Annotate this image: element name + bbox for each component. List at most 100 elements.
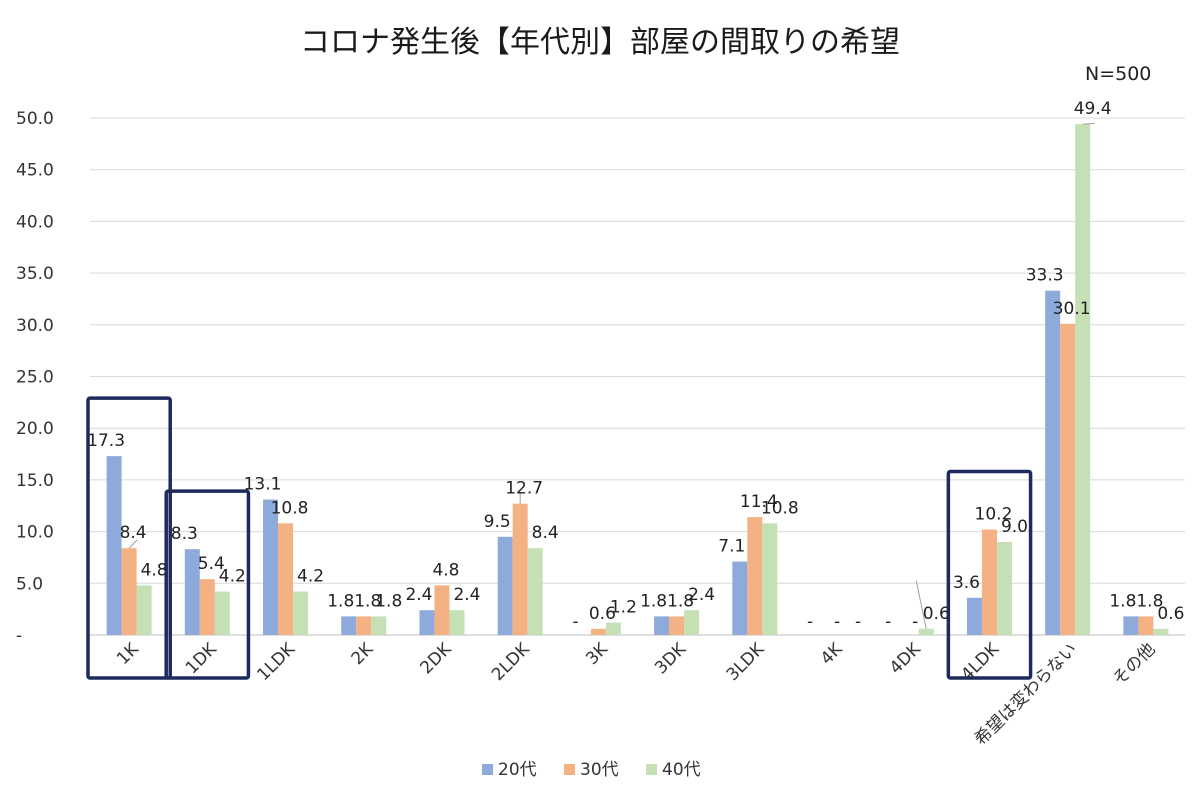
data-label-20代-3K: - xyxy=(572,612,578,632)
x-tick-label: 1DK xyxy=(182,639,222,679)
bar-40代-4DK xyxy=(918,628,934,635)
data-label-20代-3DK: 1.8 xyxy=(640,591,667,611)
data-label-30代-2DK: 4.8 xyxy=(432,560,459,580)
data-label-40代-その他: 0.6 xyxy=(1157,604,1184,624)
bar-30代-その他 xyxy=(1138,616,1154,635)
y-tick-label: 40.0 xyxy=(16,212,54,232)
bar-30代-1DK xyxy=(199,579,215,635)
data-label-40代-1K: 4.8 xyxy=(141,560,168,580)
bar-30代-3K xyxy=(590,628,606,635)
data-label-30代-3K: 0.6 xyxy=(589,604,616,624)
bar-20代-希望は変わらない xyxy=(1045,290,1061,635)
highlight-box-4LDK xyxy=(946,469,1033,680)
y-tick-label: - xyxy=(16,626,22,646)
bar-40代-その他 xyxy=(1153,628,1169,635)
bar-40代-3DK xyxy=(684,610,700,635)
sample-size-note: N=500 xyxy=(1085,63,1151,85)
data-label-30代-3LDK: 11.4 xyxy=(740,492,778,512)
data-label-40代-4DK: 0.6 xyxy=(923,604,950,624)
bar-40代-2LDK xyxy=(527,548,543,635)
legend-label-30代: 30代 xyxy=(580,760,619,780)
x-tick-label: 2LDK xyxy=(488,639,534,685)
data-label-20代-2K: 1.8 xyxy=(327,591,354,611)
data-label-30代-1K: 8.4 xyxy=(120,523,147,543)
bar-30代-3DK xyxy=(669,616,685,635)
data-label-30代-4DK: - xyxy=(912,612,918,632)
y-tick-label: 15.0 xyxy=(16,471,54,491)
data-label-20代-2DK: 2.4 xyxy=(405,585,432,605)
y-tick-label: 20.0 xyxy=(16,419,54,439)
x-tick-label: その他 xyxy=(1109,639,1159,689)
data-label-30代-3DK: 1.8 xyxy=(667,591,694,611)
bar-30代-2DK xyxy=(434,585,450,635)
data-label-40代-希望は変わらない: 49.4 xyxy=(1074,99,1112,119)
bar-40代-4LDK xyxy=(996,541,1012,635)
data-label-20代-4DK: - xyxy=(885,612,891,632)
data-label-40代-4K: - xyxy=(855,612,861,632)
x-tick-label: 4K xyxy=(817,639,847,669)
data-label-40代-1DK: 4.2 xyxy=(219,567,246,587)
highlight-box-1DK xyxy=(164,489,251,680)
legend: 20代 30代 40代 xyxy=(482,760,701,780)
data-label-40代-2DK: 2.4 xyxy=(453,585,480,605)
data-label-20代-1DK: 8.3 xyxy=(171,524,198,544)
bar-30代-4LDK xyxy=(981,529,997,635)
y-tick-label: 30.0 xyxy=(16,316,54,336)
bar-20代-2K xyxy=(341,616,357,635)
data-label-20代-2LDK: 9.5 xyxy=(484,512,511,532)
bar-20代-1K xyxy=(106,456,122,635)
data-label-30代-1LDK: 10.8 xyxy=(271,498,309,518)
legend-label-20代: 20代 xyxy=(498,760,537,780)
bar-40代-1K xyxy=(136,585,152,635)
y-tick-label: 35.0 xyxy=(16,264,54,284)
data-label-20代-3LDK: 7.1 xyxy=(718,537,745,557)
bar-20代-3LDK xyxy=(732,561,748,635)
x-tick-label: 2K xyxy=(348,639,378,669)
bar-30代-2K xyxy=(356,616,372,635)
y-axis-ticks: - 5.0 10.0 15.0 20.0 25.0 30.0 35.0 40.0 45.0 50.0 xyxy=(16,109,54,646)
data-label-40代-3LDK: 10.8 xyxy=(761,498,799,518)
bar-20代-その他 xyxy=(1123,616,1139,635)
data-label-30代-4LDK: 10.2 xyxy=(975,505,1013,525)
legend-swatch-20代 xyxy=(482,764,493,775)
data-label-40代-4LDK: 9.0 xyxy=(1001,517,1028,537)
data-label-30代-2K: 1.8 xyxy=(354,591,381,611)
data-label-20代-希望は変わらない: 33.3 xyxy=(1026,266,1064,286)
legend-label-40代: 40代 xyxy=(662,760,701,780)
data-label-30代-4K: - xyxy=(834,612,840,632)
leader-line xyxy=(128,539,138,549)
x-tick-label: 1K xyxy=(113,639,143,669)
bar-30代-1K xyxy=(121,548,137,635)
bar-30代-希望は変わらない xyxy=(1060,323,1076,635)
chart-title: コロナ発生後【年代別】部屋の間取りの希望 xyxy=(300,25,900,60)
x-tick-label: 3DK xyxy=(651,639,691,679)
leader-line xyxy=(1082,122,1095,125)
data-label-30代-その他: 1.8 xyxy=(1136,591,1163,611)
bar-40代-3LDK xyxy=(762,523,778,635)
data-label-40代-2LDK: 8.4 xyxy=(532,523,559,543)
bar-30代-3LDK xyxy=(747,517,763,635)
y-tick-label: 10.0 xyxy=(16,523,54,543)
bars xyxy=(106,124,1169,635)
y-tick-label: 25.0 xyxy=(16,368,54,388)
data-label-20代-1K: 17.3 xyxy=(87,431,125,451)
data-label-30代-1DK: 5.4 xyxy=(198,554,225,574)
grid xyxy=(90,117,1185,636)
data-label-20代-その他: 1.8 xyxy=(1109,591,1136,611)
x-tick-label: 4DK xyxy=(886,639,926,679)
data-label-40代-1LDK: 4.2 xyxy=(297,567,324,587)
bar-20代-2DK xyxy=(419,610,435,635)
y-tick-label: 5.0 xyxy=(16,574,43,594)
data-label-20代-4K: - xyxy=(807,612,813,632)
bar-20代-3DK xyxy=(654,616,670,635)
bar-20代-2LDK xyxy=(497,536,513,635)
bar-20代-4LDK xyxy=(966,597,982,635)
data-label-30代-希望は変わらない: 30.1 xyxy=(1053,299,1091,319)
data-label-20代-4LDK: 3.6 xyxy=(953,573,980,593)
bar-40代-2K xyxy=(371,616,387,635)
y-tick-label: 50.0 xyxy=(16,109,54,129)
highlight-boxes xyxy=(86,396,1033,680)
data-label-40代-3DK: 2.4 xyxy=(688,585,715,605)
leader-line xyxy=(915,580,927,629)
